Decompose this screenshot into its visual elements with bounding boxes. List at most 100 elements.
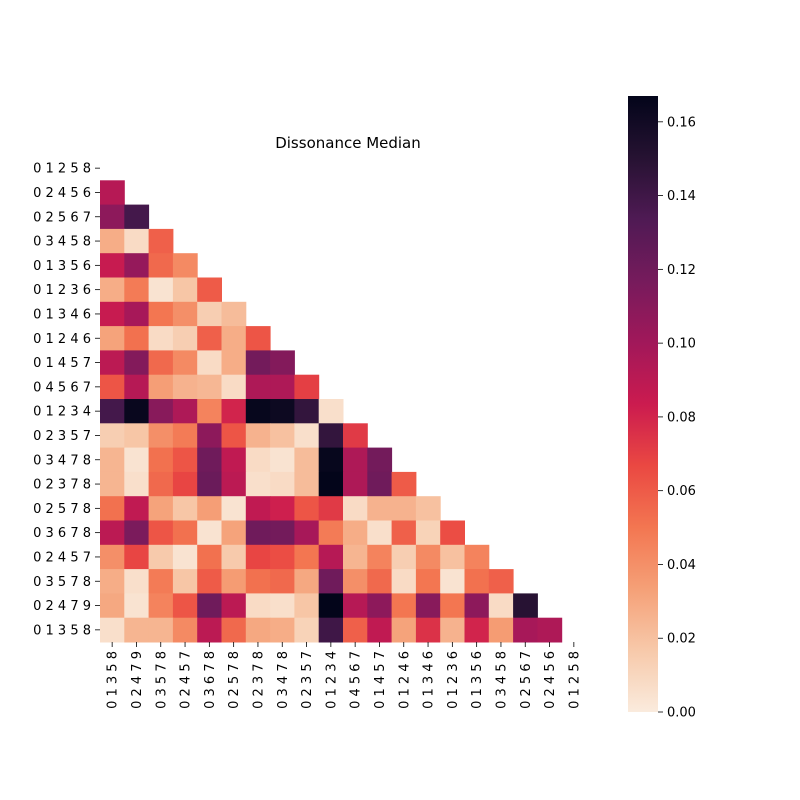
heatmap-cell: [148, 228, 174, 254]
heatmap-cell: [367, 520, 393, 546]
heatmap-cell: [100, 520, 125, 546]
x-tick-label: 0 3 5 7 8: [154, 651, 169, 709]
heatmap-cell: [318, 471, 344, 497]
x-tick-label: 0 1 2 3 4: [324, 651, 339, 709]
heatmap-cell: [245, 617, 271, 643]
heatmap-cell: [148, 253, 174, 278]
heatmap-cell: [415, 569, 441, 594]
x-tick-label: 0 2 3 7 8: [251, 651, 266, 709]
heatmap-cell: [172, 374, 198, 400]
y-tick-label: 0 2 4 5 6: [33, 186, 91, 201]
heatmap-cell: [343, 423, 368, 449]
y-tick-label: 0 2 5 6 7: [33, 210, 91, 225]
heatmap-cell: [343, 617, 368, 643]
heatmap-cell: [197, 350, 222, 376]
heatmap-cell: [197, 569, 222, 594]
heatmap-cell: [100, 180, 125, 206]
heatmap-cell: [100, 301, 125, 327]
heatmap-cell: [124, 593, 150, 619]
heatmap-cell: [245, 447, 271, 473]
x-tick-label: 0 1 3 5 6: [470, 651, 485, 709]
heatmap-cell: [318, 496, 344, 521]
heatmap-cell: [270, 593, 295, 619]
heatmap-cell: [415, 617, 441, 643]
heatmap-cell: [245, 326, 271, 351]
heatmap-cell: [440, 593, 465, 619]
heatmap-cell: [318, 544, 344, 570]
heatmap-cell: [221, 617, 247, 643]
heatmap-cell: [124, 374, 150, 400]
heatmap-cell: [270, 350, 295, 376]
y-tick-label: 0 2 4 7 9: [33, 599, 91, 614]
heatmap-cell: [148, 301, 174, 327]
heatmap-cell: [343, 447, 368, 473]
heatmap-cell: [197, 520, 222, 546]
heatmap-cell: [391, 569, 417, 594]
heatmap-cell: [464, 544, 490, 570]
heatmap-cell: [318, 399, 344, 424]
heatmap-cell: [197, 399, 222, 424]
heatmap-cell: [270, 520, 295, 546]
heatmap-cell: [391, 496, 417, 521]
y-tick-label: 0 1 2 3 6: [33, 283, 91, 298]
heatmap-cell: [197, 447, 222, 473]
heatmap-cell: [221, 399, 247, 424]
heatmap-cell: [294, 399, 320, 424]
heatmap-cell: [124, 423, 150, 449]
heatmap-cell: [221, 520, 247, 546]
heatmap-cell: [124, 617, 150, 643]
heatmap-cell: [221, 593, 247, 619]
heatmap-cell: [270, 617, 295, 643]
heatmap-cell: [513, 593, 538, 619]
x-tick-label: 0 2 4 5 6: [543, 651, 558, 709]
heatmap-cell: [100, 569, 125, 594]
y-tick-label: 0 1 2 4 6: [33, 332, 91, 347]
heatmap-cell: [270, 496, 295, 521]
heatmap-cells: [100, 180, 563, 643]
y-tick-label: 0 2 3 5 7: [33, 429, 91, 444]
heatmap-cell: [294, 544, 320, 570]
y-tick-label: 0 3 6 7 8: [33, 526, 91, 541]
heatmap-cell: [270, 471, 295, 497]
heatmap-cell: [100, 544, 125, 570]
heatmap-cell: [343, 569, 368, 594]
heatmap-cell: [415, 544, 441, 570]
y-tick-label: 0 2 4 5 7: [33, 550, 91, 565]
heatmap-cell: [197, 301, 222, 327]
y-tick-label: 0 1 2 5 8: [33, 162, 91, 177]
heatmap-cell: [343, 593, 368, 619]
heatmap-cell: [221, 301, 247, 327]
heatmap-cell: [124, 520, 150, 546]
heatmap-cell: [197, 617, 222, 643]
heatmap-cell: [270, 569, 295, 594]
heatmap-cell: [415, 520, 441, 546]
heatmap-cell: [488, 617, 514, 643]
heatmap-cell: [294, 617, 320, 643]
heatmap-cell: [148, 326, 174, 351]
heatmap-cell: [148, 374, 174, 400]
heatmap-cell: [197, 471, 222, 497]
x-tick-label: 0 1 3 4 6: [422, 651, 437, 709]
heatmap-cell: [294, 423, 320, 449]
heatmap-cell: [221, 447, 247, 473]
heatmap-cell: [148, 423, 174, 449]
heatmap-cell: [100, 277, 125, 303]
heatmap-cell: [415, 593, 441, 619]
heatmap-cell: [245, 374, 271, 400]
heatmap-cell: [367, 496, 393, 521]
heatmap-cell: [100, 593, 125, 619]
heatmap-cell: [172, 496, 198, 521]
heatmap-cell: [367, 617, 393, 643]
x-tick-label: 0 1 2 3 6: [446, 651, 461, 709]
heatmap-cell: [367, 544, 393, 570]
heatmap-cell: [367, 569, 393, 594]
heatmap-cell: [197, 277, 222, 303]
y-tick-label: 0 2 3 7 8: [33, 478, 91, 493]
heatmap-cell: [440, 544, 465, 570]
heatmap-cell: [124, 301, 150, 327]
heatmap-cell: [124, 277, 150, 303]
heatmap-cell: [464, 569, 490, 594]
heatmap-cell: [464, 617, 490, 643]
x-tick-label: 0 2 4 5 7: [179, 651, 194, 709]
